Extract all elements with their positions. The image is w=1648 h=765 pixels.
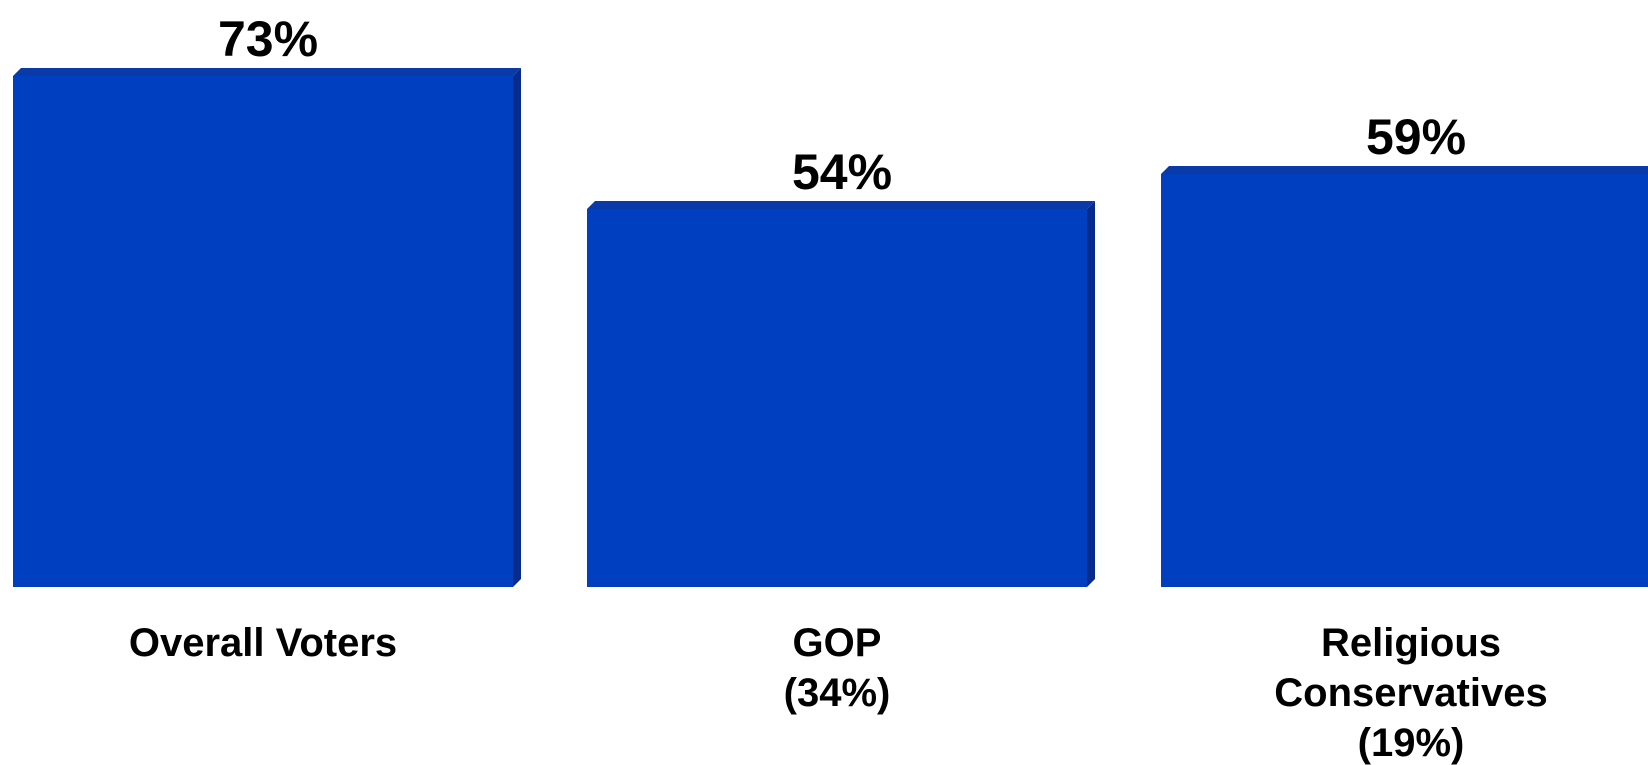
bar-side-face bbox=[1087, 201, 1095, 587]
category-label: GOP (34%) bbox=[784, 621, 891, 715]
category-label: Overall Voters bbox=[129, 621, 397, 665]
bar-group-1: 73% Overall Voters bbox=[13, 11, 521, 665]
data-label: 59% bbox=[1366, 109, 1466, 165]
bar bbox=[13, 76, 513, 587]
category-label-line: Conservatives bbox=[1274, 671, 1547, 715]
bar-group-2: 54% GOP (34%) bbox=[587, 144, 1095, 715]
data-label: 73% bbox=[218, 11, 318, 67]
category-label-line: (19%) bbox=[1358, 721, 1465, 765]
bar-top-face bbox=[13, 68, 521, 76]
category-label-line: Religious bbox=[1321, 621, 1501, 665]
category-label-line: Overall Voters bbox=[129, 621, 397, 665]
bar bbox=[1161, 174, 1648, 587]
bar bbox=[587, 209, 1087, 587]
bar-group-3: 59% Religious Conservatives (19%) bbox=[1161, 109, 1648, 765]
category-label-line: (34%) bbox=[784, 671, 891, 715]
bar-side-face bbox=[513, 68, 521, 587]
bar-top-face bbox=[587, 201, 1095, 209]
category-label: Religious Conservatives (19%) bbox=[1274, 621, 1547, 765]
data-label: 54% bbox=[792, 144, 892, 200]
category-label-line: GOP bbox=[793, 621, 882, 665]
bar-top-face bbox=[1161, 166, 1648, 174]
